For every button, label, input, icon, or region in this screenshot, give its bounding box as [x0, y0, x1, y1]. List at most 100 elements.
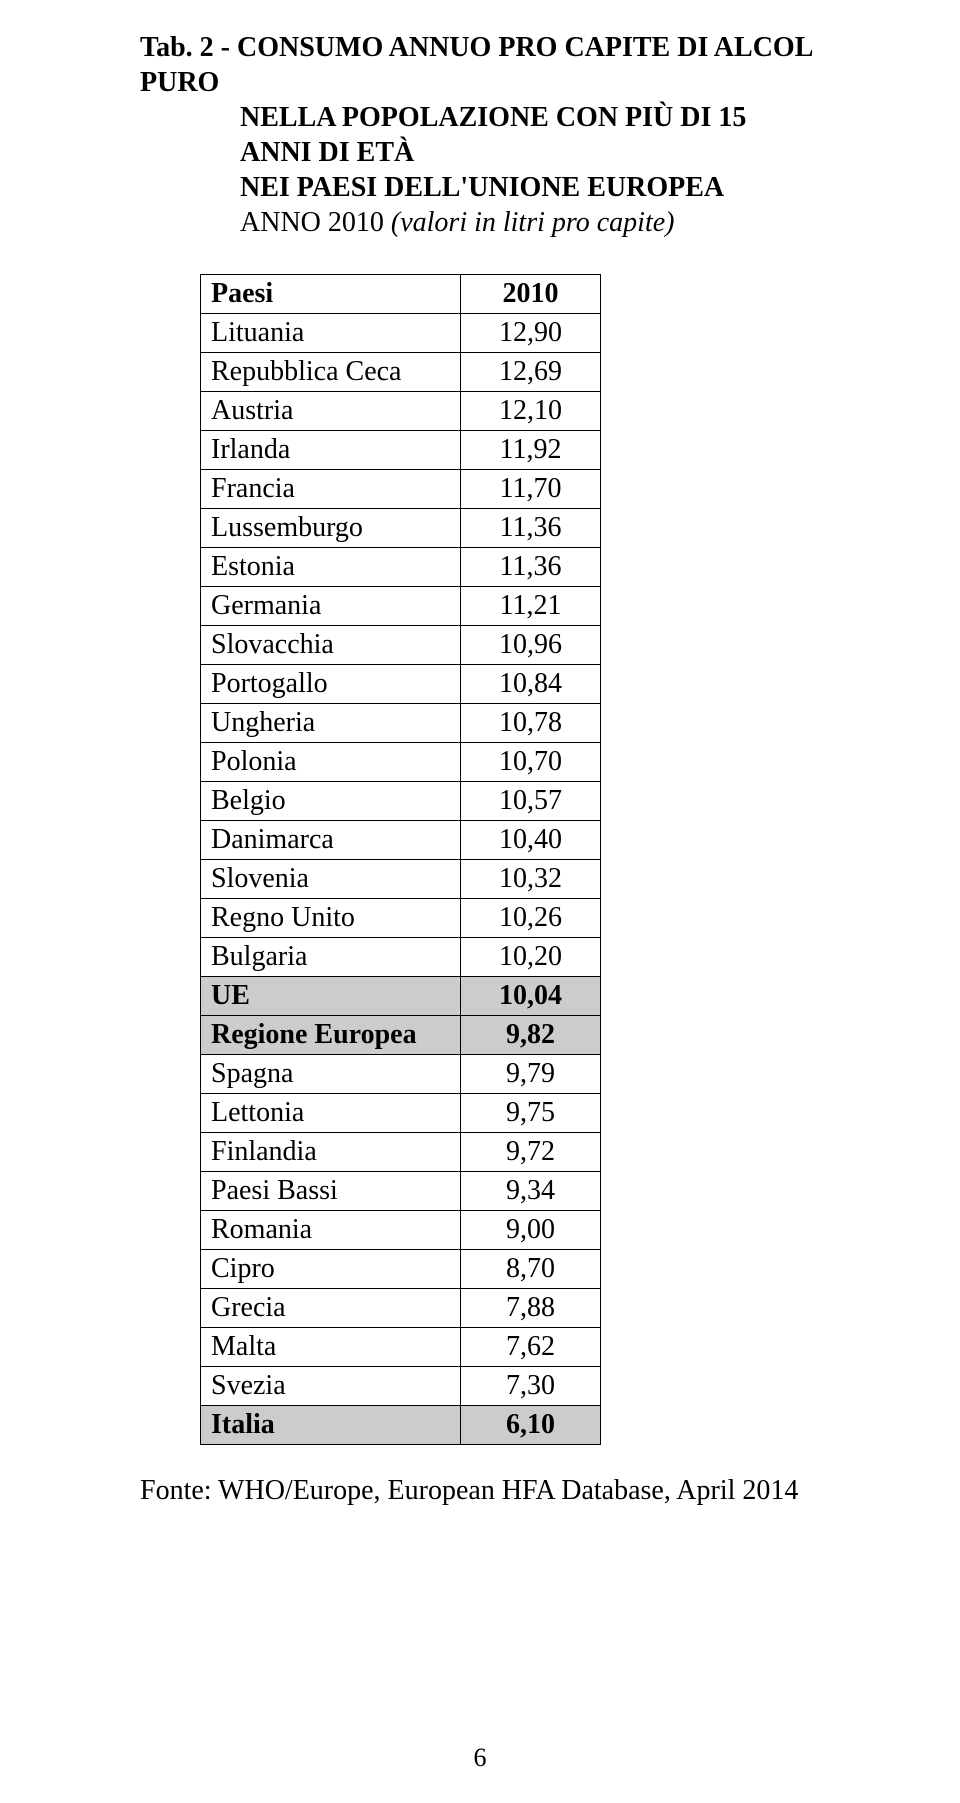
- cell-country: Cipro: [201, 1250, 461, 1289]
- cell-value: 6,10: [461, 1406, 601, 1445]
- table-row: Spagna9,79: [201, 1055, 601, 1094]
- table-row: Austria12,10: [201, 392, 601, 431]
- cell-country: Bulgaria: [201, 938, 461, 977]
- cell-country: Lettonia: [201, 1094, 461, 1133]
- table-row: Repubblica Ceca12,69: [201, 353, 601, 392]
- table-row: Grecia7,88: [201, 1289, 601, 1328]
- cell-value: 10,26: [461, 899, 601, 938]
- cell-country: Belgio: [201, 782, 461, 821]
- cell-country: Ungheria: [201, 704, 461, 743]
- cell-value: 11,92: [461, 431, 601, 470]
- cell-country: Irlanda: [201, 431, 461, 470]
- table-row: Bulgaria10,20: [201, 938, 601, 977]
- title-subtitle: ANNO 2010 (valori in litri pro capite): [140, 205, 820, 240]
- cell-country: Spagna: [201, 1055, 461, 1094]
- cell-value: 10,84: [461, 665, 601, 704]
- cell-value: 9,79: [461, 1055, 601, 1094]
- cell-country: Portogallo: [201, 665, 461, 704]
- table-row: Irlanda11,92: [201, 431, 601, 470]
- cell-value: 10,57: [461, 782, 601, 821]
- cell-country: Italia: [201, 1406, 461, 1445]
- cell-value: 10,32: [461, 860, 601, 899]
- table-row: Portogallo10,84: [201, 665, 601, 704]
- cell-value: 10,20: [461, 938, 601, 977]
- cell-value: 9,75: [461, 1094, 601, 1133]
- table-row: Lettonia9,75: [201, 1094, 601, 1133]
- table-row: Malta7,62: [201, 1328, 601, 1367]
- page-container: Tab. 2 - CONSUMO ANNUO PRO CAPITE DI ALC…: [0, 0, 960, 1803]
- cell-value: 10,78: [461, 704, 601, 743]
- cell-country: Repubblica Ceca: [201, 353, 461, 392]
- cell-value: 12,69: [461, 353, 601, 392]
- cell-value: 11,36: [461, 548, 601, 587]
- cell-value: 11,70: [461, 470, 601, 509]
- table-row: Romania9,00: [201, 1211, 601, 1250]
- page-number: 6: [0, 1743, 960, 1773]
- cell-value: 10,96: [461, 626, 601, 665]
- table-row: Lituania12,90: [201, 314, 601, 353]
- subtitle-year: ANNO 2010: [240, 207, 391, 238]
- cell-country: Regione Europea: [201, 1016, 461, 1055]
- cell-country: UE: [201, 977, 461, 1016]
- cell-country: Malta: [201, 1328, 461, 1367]
- cell-value: 8,70: [461, 1250, 601, 1289]
- cell-country: Estonia: [201, 548, 461, 587]
- cell-value: 11,21: [461, 587, 601, 626]
- table-row: Regno Unito10,26: [201, 899, 601, 938]
- table-row: Slovacchia10,96: [201, 626, 601, 665]
- cell-value: 7,62: [461, 1328, 601, 1367]
- cell-country: Austria: [201, 392, 461, 431]
- cell-country: Grecia: [201, 1289, 461, 1328]
- cell-value: 9,72: [461, 1133, 601, 1172]
- cell-country: Francia: [201, 470, 461, 509]
- cell-value: 10,40: [461, 821, 601, 860]
- table-row: Paesi Bassi9,34: [201, 1172, 601, 1211]
- title-line-1: Tab. 2 - CONSUMO ANNUO PRO CAPITE DI ALC…: [140, 30, 820, 100]
- cell-value: 9,34: [461, 1172, 601, 1211]
- cell-country: Lussemburgo: [201, 509, 461, 548]
- cell-country: Paesi Bassi: [201, 1172, 461, 1211]
- cell-value: 12,10: [461, 392, 601, 431]
- cell-value: 9,00: [461, 1211, 601, 1250]
- table-row: Germania11,21: [201, 587, 601, 626]
- table-row: Slovenia10,32: [201, 860, 601, 899]
- cell-value: 9,82: [461, 1016, 601, 1055]
- header-col-country: Paesi: [201, 275, 461, 314]
- subtitle-italic: (valori in litri pro capite): [391, 207, 675, 238]
- table-row: Ungheria10,78: [201, 704, 601, 743]
- cell-country: Slovenia: [201, 860, 461, 899]
- table-row: Italia6,10: [201, 1406, 601, 1445]
- data-table: Paesi2010Lituania12,90Repubblica Ceca12,…: [200, 274, 601, 1445]
- cell-country: Lituania: [201, 314, 461, 353]
- title-line-3: NEI PAESI DELL'UNIONE EUROPEA: [140, 170, 820, 205]
- cell-country: Danimarca: [201, 821, 461, 860]
- table-row: Svezia7,30: [201, 1367, 601, 1406]
- source-text: Fonte: WHO/Europe, European HFA Database…: [140, 1475, 820, 1507]
- table-row: Belgio10,57: [201, 782, 601, 821]
- header-col-value: 2010: [461, 275, 601, 314]
- table-row: Lussemburgo11,36: [201, 509, 601, 548]
- cell-country: Finlandia: [201, 1133, 461, 1172]
- table-title: Tab. 2 - CONSUMO ANNUO PRO CAPITE DI ALC…: [140, 30, 820, 240]
- cell-value: 7,88: [461, 1289, 601, 1328]
- table-row: Regione Europea9,82: [201, 1016, 601, 1055]
- table-row: Estonia11,36: [201, 548, 601, 587]
- cell-country: Romania: [201, 1211, 461, 1250]
- table-header-row: Paesi2010: [201, 275, 601, 314]
- table-row: Polonia10,70: [201, 743, 601, 782]
- table-row: UE10,04: [201, 977, 601, 1016]
- cell-country: Slovacchia: [201, 626, 461, 665]
- table-row: Francia11,70: [201, 470, 601, 509]
- table-row: Danimarca10,40: [201, 821, 601, 860]
- cell-country: Svezia: [201, 1367, 461, 1406]
- cell-value: 12,90: [461, 314, 601, 353]
- title-line-2: NELLA POPOLAZIONE CON PIÙ DI 15 ANNI DI …: [140, 100, 820, 170]
- cell-value: 10,04: [461, 977, 601, 1016]
- cell-value: 11,36: [461, 509, 601, 548]
- cell-country: Polonia: [201, 743, 461, 782]
- cell-country: Germania: [201, 587, 461, 626]
- cell-country: Regno Unito: [201, 899, 461, 938]
- cell-value: 10,70: [461, 743, 601, 782]
- table-row: Cipro8,70: [201, 1250, 601, 1289]
- table-row: Finlandia9,72: [201, 1133, 601, 1172]
